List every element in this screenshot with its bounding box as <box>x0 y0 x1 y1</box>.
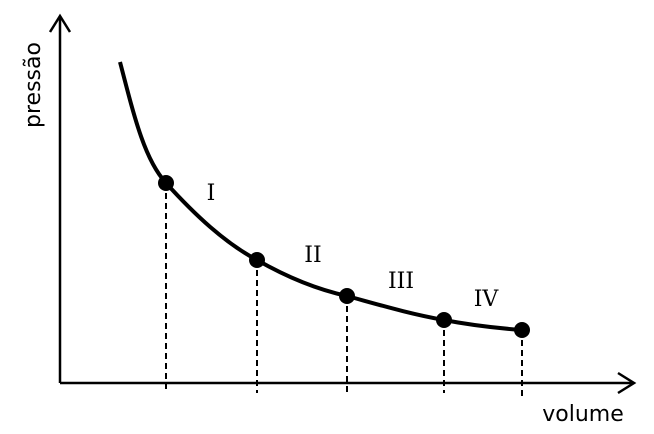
region-label: IV <box>474 287 500 312</box>
x-axis-label: volume <box>542 402 624 427</box>
point <box>436 312 452 328</box>
point <box>158 175 174 191</box>
y-arrow <box>48 13 72 33</box>
region-label: III <box>388 269 414 294</box>
point <box>514 322 530 338</box>
region-label: I <box>207 181 216 206</box>
x-arrow <box>617 371 637 395</box>
y-axis-label: pressão <box>21 42 46 128</box>
point <box>339 288 355 304</box>
isotherm-curve <box>118 61 523 332</box>
point <box>249 252 265 268</box>
region-label: II <box>304 243 321 268</box>
